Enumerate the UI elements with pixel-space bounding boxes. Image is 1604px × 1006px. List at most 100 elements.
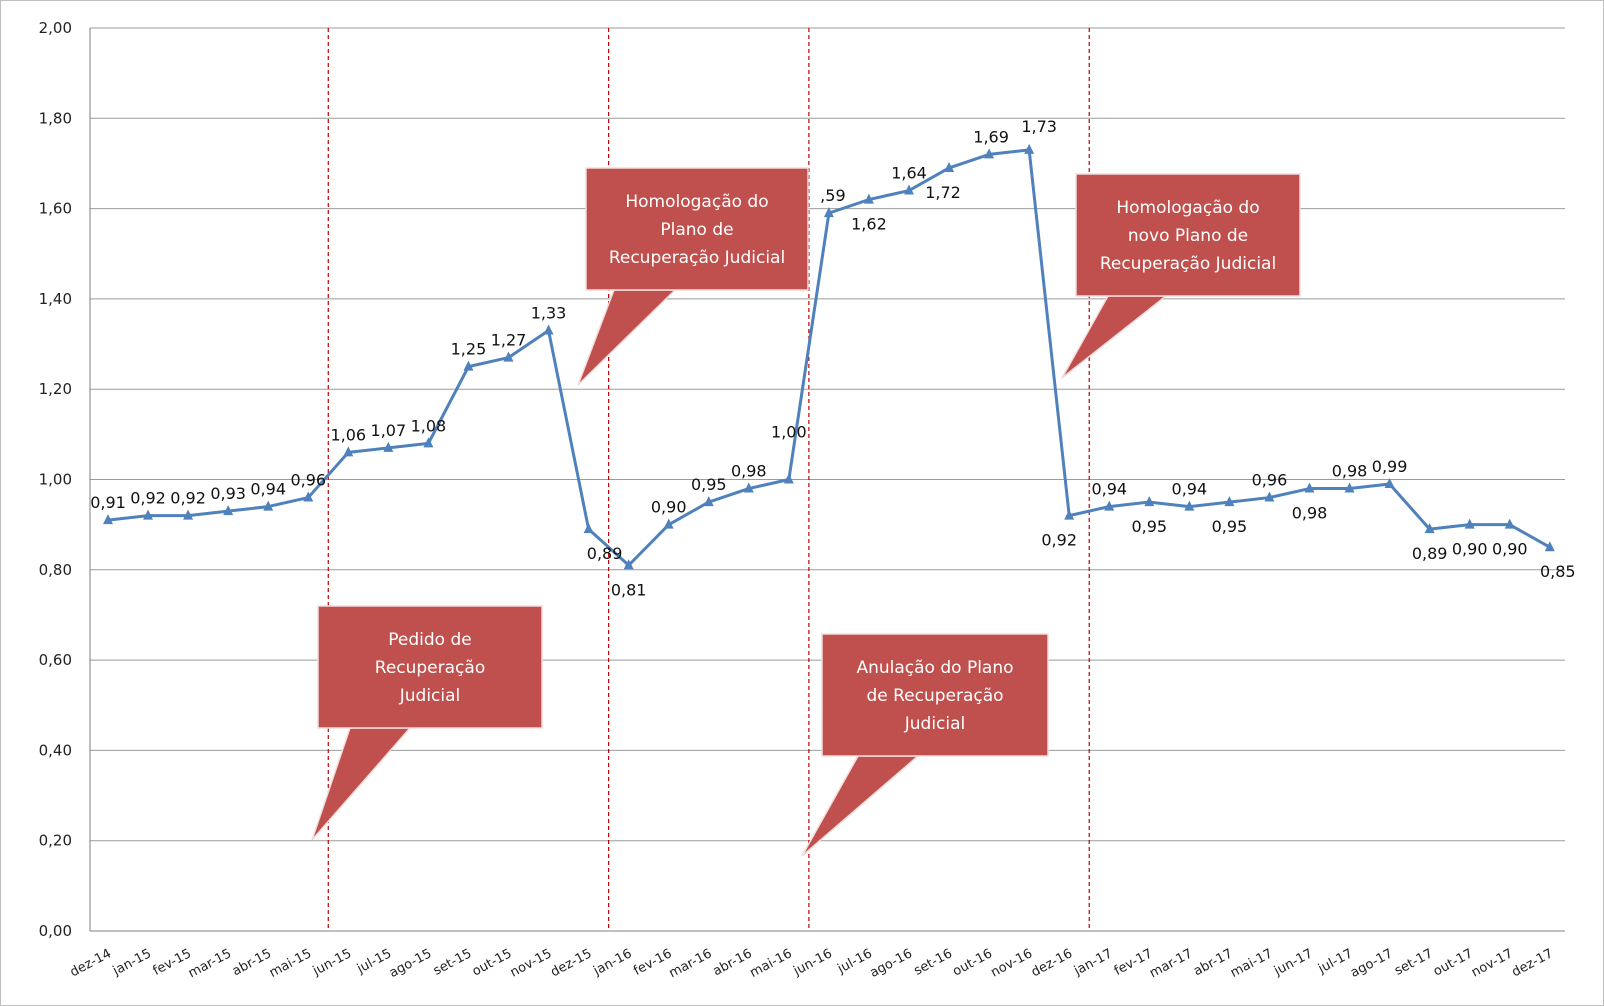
data-label: 0,95	[1131, 517, 1167, 536]
y-tick-label: 0,00	[39, 922, 72, 940]
data-label: 1,62	[851, 215, 887, 234]
callout-box	[585, 167, 809, 291]
callout-text: Homologação do	[625, 192, 768, 212]
callout-text: Plano de	[660, 220, 733, 240]
data-point	[1024, 143, 1035, 154]
data-point	[1464, 518, 1475, 529]
data-point	[223, 505, 234, 516]
data-label: 0,98	[731, 462, 767, 481]
y-tick-label: 0,40	[39, 741, 72, 759]
data-label: 1,06	[330, 425, 366, 444]
data-point	[1544, 541, 1555, 552]
data-label: 0,96	[1252, 471, 1288, 490]
y-tick-label: 0,60	[39, 651, 72, 669]
data-label: 0,99	[1372, 457, 1408, 476]
annotation-callout: Homologação do Plano de Recuperação Judici…	[577, 167, 809, 386]
data-point	[783, 473, 794, 484]
data-label: 0,98	[1292, 504, 1328, 523]
data-point	[1384, 478, 1395, 489]
data-point	[343, 446, 354, 457]
data-label: 1,27	[491, 331, 527, 350]
data-point	[703, 496, 714, 507]
data-point	[303, 491, 314, 502]
annotation-callout: Anulação do Plano de Recuperação Judicial	[801, 633, 1049, 857]
y-tick-label: 2,00	[39, 19, 72, 37]
data-label: 0,85	[1540, 562, 1576, 581]
data-point	[863, 193, 874, 204]
data-point	[1224, 496, 1235, 507]
data-point	[383, 441, 394, 452]
callout-text: Pedido de	[388, 630, 471, 650]
data-label: 0,95	[691, 475, 727, 494]
data-label: 0,90	[651, 498, 687, 517]
annotation-callout: Homologação do novo Plano de Recuperação J…	[1061, 173, 1301, 379]
data-label: 1,25	[451, 340, 487, 359]
data-label: 0,94	[1091, 480, 1127, 499]
data-point	[503, 351, 514, 362]
data-label: 0,91	[90, 493, 126, 512]
data-label: 1,69	[973, 127, 1009, 146]
callout-text: Recuperação	[375, 658, 485, 678]
data-point	[823, 207, 834, 218]
data-point	[623, 559, 634, 570]
data-point	[904, 184, 914, 195]
callout-text: Judicial	[399, 686, 461, 706]
data-label: 0,89	[1412, 544, 1448, 563]
callout-text: Anulação do Plano	[856, 658, 1013, 678]
callout-text: Judicial	[904, 714, 966, 734]
data-point	[1264, 491, 1275, 502]
data-point	[1184, 500, 1195, 511]
data-label: 0,98	[1332, 462, 1368, 481]
data-label: 1,73	[1021, 117, 1057, 136]
data-label: 0,94	[250, 480, 286, 499]
data-label: 0,81	[611, 580, 647, 599]
y-tick-label: 0,20	[39, 832, 72, 850]
data-label: 1,72	[925, 183, 961, 202]
data-point	[103, 514, 113, 525]
callout-text: de Recuperação	[866, 686, 1003, 706]
data-point	[463, 360, 474, 371]
callout-text: Recuperação Judicial	[609, 248, 785, 268]
data-label: 1,07	[371, 421, 407, 440]
data-label: 0,92	[1041, 531, 1077, 550]
data-point	[583, 523, 594, 534]
y-tick-label: 1,60	[39, 200, 72, 218]
callout-text: Homologação do	[1116, 198, 1259, 218]
annotation-callout: Pedido de Recuperação Judicial	[311, 605, 543, 841]
data-label: 0,93	[210, 484, 246, 503]
y-tick-label: 1,80	[39, 109, 72, 127]
data-point	[1344, 482, 1355, 493]
data-point	[1144, 496, 1155, 507]
data-point	[1504, 518, 1515, 529]
data-point	[984, 148, 995, 159]
data-point	[543, 324, 554, 335]
data-label: 0,92	[170, 489, 206, 508]
data-point	[263, 500, 274, 511]
data-point	[743, 482, 754, 493]
data-label: 1,08	[411, 416, 447, 435]
callout-text: Recuperação Judicial	[1100, 254, 1276, 274]
callout-box	[821, 633, 1049, 757]
y-tick-label: 1,40	[39, 290, 72, 308]
data-label: 0,95	[1212, 517, 1248, 536]
data-label: 0,89	[587, 544, 623, 563]
y-tick-label: 0,80	[39, 561, 72, 579]
data-label: 0,90	[1452, 540, 1488, 559]
callout-box	[317, 605, 543, 729]
data-point	[183, 509, 194, 520]
data-label: 0,96	[290, 471, 326, 490]
data-point	[944, 161, 955, 172]
data-label: 1,64	[891, 164, 927, 183]
data-point	[663, 518, 674, 529]
data-label: 0,92	[130, 489, 166, 508]
callout-text: novo Plano de	[1128, 226, 1248, 246]
data-point	[1104, 500, 1115, 511]
data-label: 0,94	[1172, 480, 1208, 499]
data-point	[143, 509, 154, 520]
data-point	[1304, 482, 1315, 493]
data-point	[1424, 523, 1435, 534]
data-label: 1,33	[531, 304, 567, 323]
y-tick-label: 1,00	[39, 471, 72, 489]
data-point	[1064, 509, 1075, 520]
